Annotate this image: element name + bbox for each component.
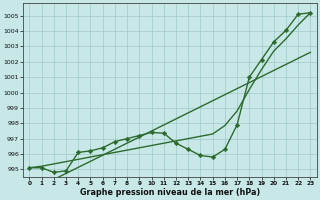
X-axis label: Graphe pression niveau de la mer (hPa): Graphe pression niveau de la mer (hPa) xyxy=(80,188,260,197)
